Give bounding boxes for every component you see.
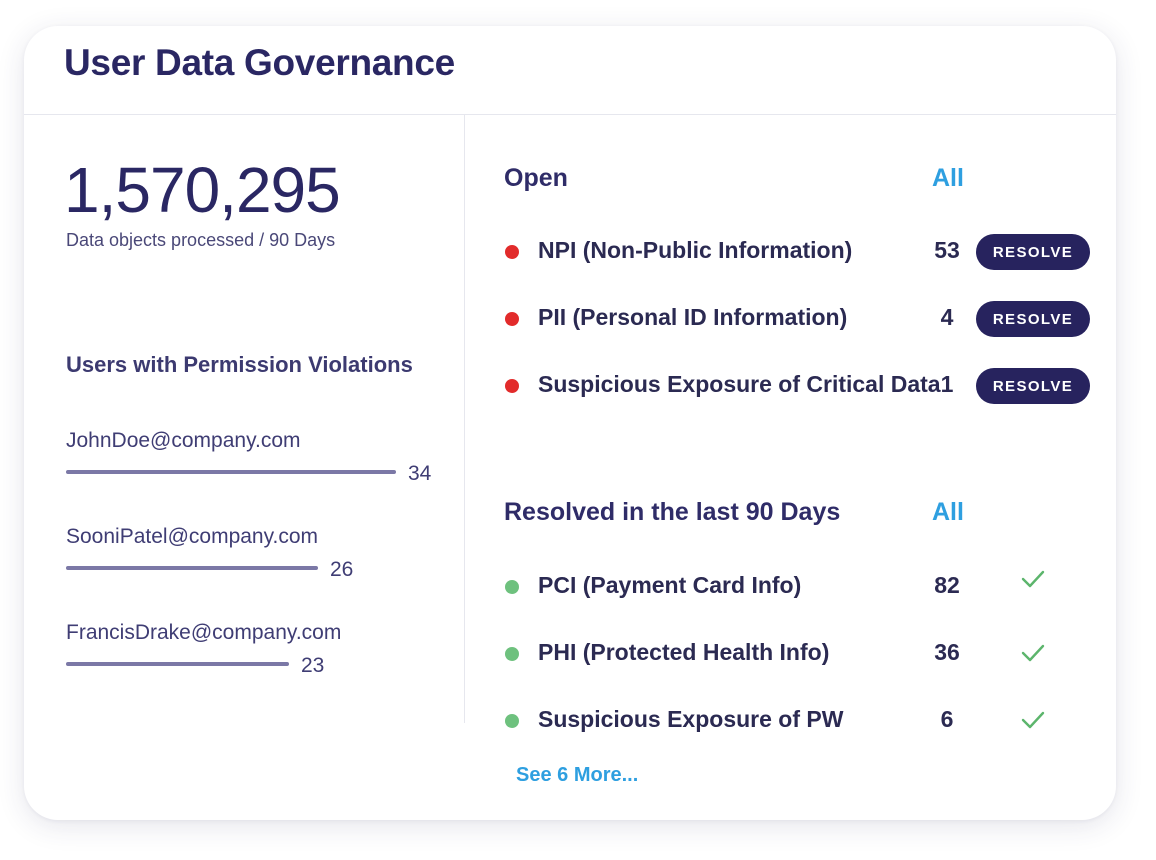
resolved-status-dot bbox=[505, 580, 519, 594]
header-divider bbox=[24, 114, 1116, 115]
violation-user-email: SooniPatel@company.com bbox=[66, 525, 319, 548]
violation-user-count: 34 bbox=[408, 462, 432, 485]
open-item-label: PII (Personal ID Information) bbox=[538, 304, 848, 330]
resolved-heading: Resolved in the last 90 Days bbox=[504, 498, 841, 526]
see-more-link[interactable]: See 6 More... bbox=[516, 764, 639, 786]
open-all-link[interactable]: All bbox=[932, 164, 964, 192]
check-icon bbox=[1021, 644, 1045, 662]
resolve-button[interactable]: RESOLVE bbox=[976, 368, 1090, 404]
column-divider bbox=[464, 115, 465, 723]
open-status-dot bbox=[505, 245, 519, 259]
resolved-item-label: PHI (Protected Health Info) bbox=[538, 639, 830, 665]
card-title: User Data Governance bbox=[64, 42, 455, 83]
open-status-dot bbox=[505, 312, 519, 326]
violation-user-bar bbox=[66, 566, 318, 570]
open-item-count: 1 bbox=[940, 371, 954, 397]
resolved-item-count: 36 bbox=[934, 639, 960, 665]
open-item-count: 4 bbox=[940, 304, 954, 330]
open-item-label: Suspicious Exposure of Critical Data bbox=[538, 371, 941, 397]
objects-processed-value: 1,570,295 bbox=[64, 154, 341, 226]
resolve-button[interactable]: RESOLVE bbox=[976, 234, 1090, 270]
violation-user-bar bbox=[66, 662, 289, 666]
violation-user-bar bbox=[66, 470, 396, 474]
violation-user-email: JohnDoe@company.com bbox=[66, 429, 301, 452]
resolved-item-count: 82 bbox=[934, 572, 960, 598]
resolve-button[interactable]: RESOLVE bbox=[976, 301, 1090, 337]
objects-processed-caption: Data objects processed / 90 Days bbox=[66, 230, 336, 250]
resolved-status-dot bbox=[505, 714, 519, 728]
open-heading: Open bbox=[504, 164, 568, 192]
resolved-item-count: 6 bbox=[940, 706, 954, 732]
violation-user-count: 23 bbox=[301, 654, 325, 677]
open-item-count: 53 bbox=[934, 237, 960, 263]
resolved-all-link[interactable]: All bbox=[932, 498, 964, 526]
check-icon bbox=[1021, 711, 1045, 729]
violation-user-count: 26 bbox=[330, 558, 354, 581]
open-status-dot bbox=[505, 379, 519, 393]
violation-user-email: FrancisDrake@company.com bbox=[66, 621, 342, 644]
violations-heading: Users with Permission Violations bbox=[66, 352, 413, 377]
open-item-label: NPI (Non-Public Information) bbox=[538, 237, 853, 263]
check-icon bbox=[1021, 570, 1045, 588]
governance-card: User Data Governance 1,570,295 Data obje… bbox=[24, 26, 1116, 820]
resolved-status-dot bbox=[505, 647, 519, 661]
resolved-item-label: Suspicious Exposure of PW bbox=[538, 706, 844, 732]
resolved-item-label: PCI (Payment Card Info) bbox=[538, 572, 802, 598]
